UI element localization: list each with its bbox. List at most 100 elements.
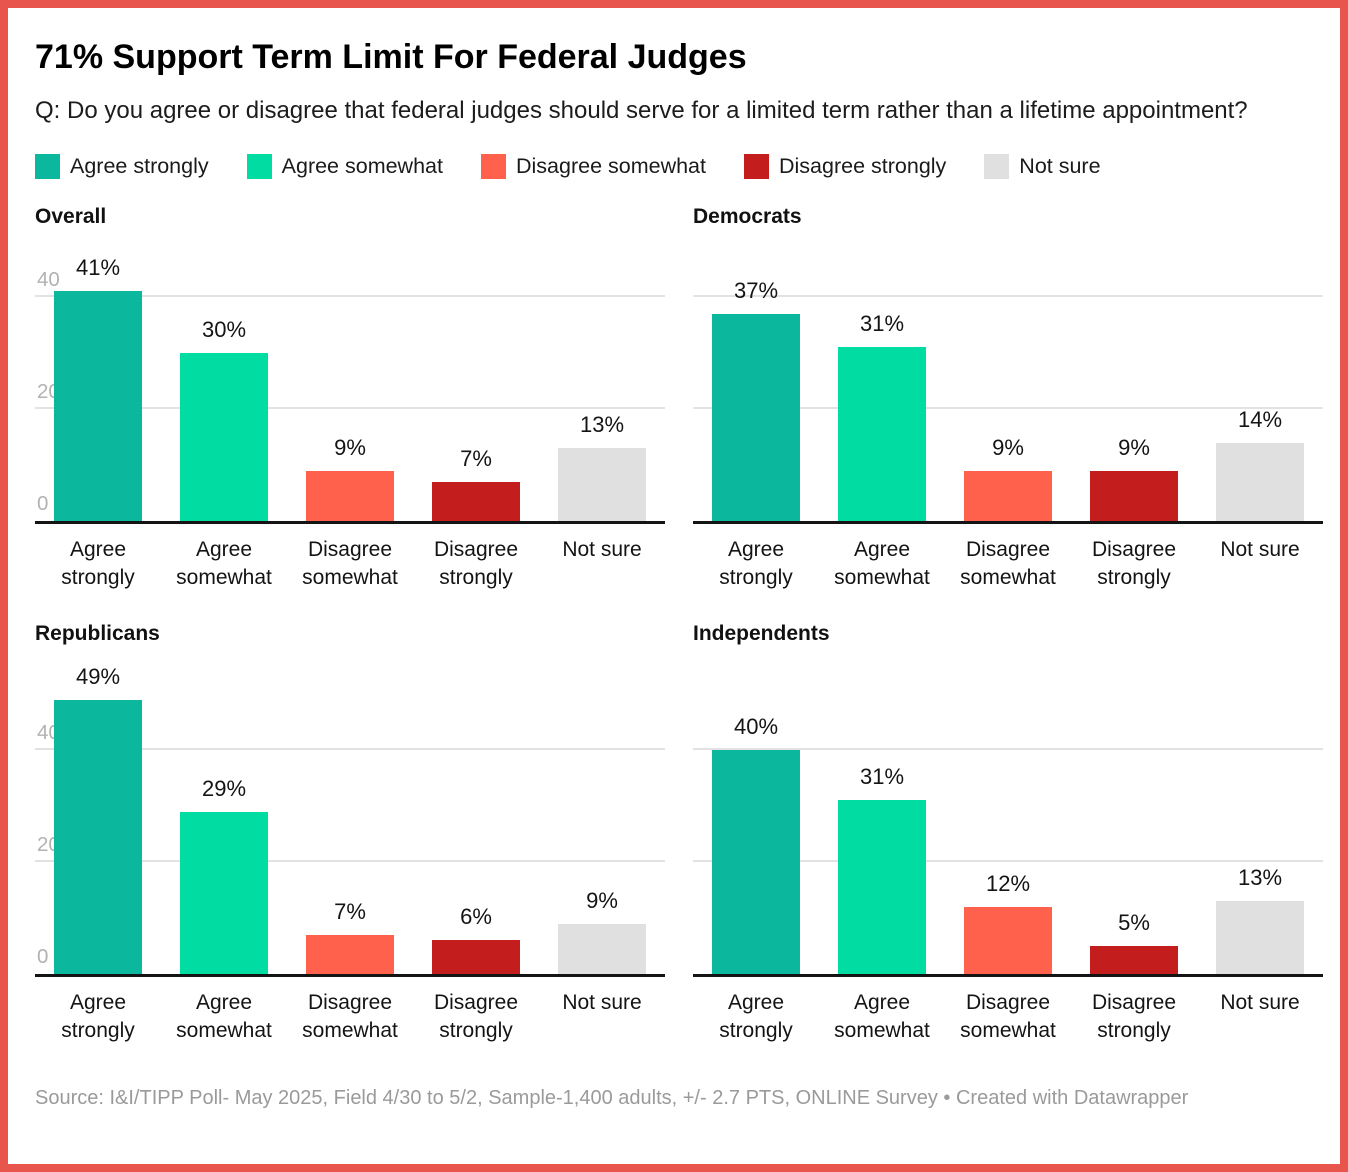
- category-label: Disagree strongly: [1091, 991, 1177, 1042]
- bar-value-label: 14%: [1237, 406, 1283, 432]
- bar: [54, 699, 142, 974]
- category-labels: Agree strongly Agree somewhat Disagree som…: [35, 977, 665, 1045]
- category-label: Not sure: [1220, 538, 1300, 561]
- legend-label: Disagree strongly: [779, 154, 947, 178]
- category-label: Disagree strongly: [433, 991, 519, 1042]
- category-label: Disagree somewhat: [302, 991, 398, 1042]
- bar: [838, 347, 926, 521]
- bar-cell: 7%: [413, 269, 539, 521]
- legend-label: Agree strongly: [70, 154, 209, 178]
- bar-value-label: 41%: [75, 255, 121, 281]
- panel-title: Independents: [693, 622, 830, 645]
- chart-question: Q: Do you agree or disagree that federal…: [35, 97, 1248, 124]
- footer: Source: I&I/TIPP Poll- May 2025, Field 4…: [35, 1087, 1323, 1110]
- bar: [838, 800, 926, 974]
- bar: [712, 750, 800, 974]
- bar-cell: 31%: [819, 269, 945, 521]
- bar-value-label: 31%: [859, 311, 905, 337]
- category-label: Not sure: [1220, 991, 1300, 1014]
- bar-cell: 9%: [287, 269, 413, 521]
- legend-label: Not sure: [1019, 154, 1101, 178]
- chart-panel: Overall 0 20 40 41% 30% 9% 7% 13% Agree strongly A…: [35, 205, 665, 592]
- bar: [1216, 442, 1304, 521]
- category-label: Agree somewhat: [834, 538, 930, 589]
- bar: [1216, 901, 1304, 974]
- bar-cell: 14%: [1197, 269, 1323, 521]
- bar-value-label: 49%: [75, 663, 121, 689]
- bar-value-label: 30%: [201, 317, 247, 342]
- bar: [558, 923, 646, 974]
- legend-swatch: [984, 154, 1010, 179]
- bar-value-label: 5%: [1118, 910, 1150, 935]
- category-label: Not sure: [562, 538, 642, 561]
- bar-cell: 5%: [1071, 694, 1197, 974]
- charts-grid: Overall 0 20 40 41% 30% 9% 7% 13% Agree strongly A…: [35, 205, 1323, 1045]
- bars: 40% 31% 12% 5% 13%: [693, 694, 1323, 974]
- category-label: Disagree somewhat: [302, 538, 398, 589]
- bar-value-label: 29%: [201, 775, 247, 801]
- bar-cell: 13%: [1197, 694, 1323, 974]
- category-label: Agree somewhat: [834, 991, 930, 1042]
- y-tick-label: 0: [37, 945, 49, 968]
- legend-item: Disagree strongly: [744, 154, 946, 179]
- category-label: Agree strongly: [719, 538, 793, 589]
- category-label: Agree strongly: [61, 991, 135, 1042]
- gridline: [35, 748, 665, 750]
- bar-cell: 7%: [287, 694, 413, 974]
- legend-swatch: [480, 154, 506, 179]
- bar: [54, 291, 142, 521]
- bar-cell: 9%: [1071, 269, 1197, 521]
- bar-value-label: 13%: [579, 412, 625, 438]
- gridline: [693, 295, 1323, 297]
- panel-title: Democrats: [693, 205, 802, 228]
- legend-label: Disagree somewhat: [515, 154, 706, 178]
- panel-title: Republicans: [35, 622, 160, 645]
- category-label: Disagree strongly: [433, 538, 519, 589]
- chart-panel: Democrats 37% 31% 9% 9% 14% Agree strongly Agre…: [693, 205, 1323, 592]
- gridline: [693, 860, 1323, 862]
- bar-value-label: 12%: [985, 870, 1031, 896]
- legend-swatch: [35, 154, 60, 179]
- source-text: Source: I&I/TIPP Poll- May 2025, Field 4…: [35, 1087, 938, 1109]
- legend-item: Disagree somewhat: [480, 154, 706, 179]
- bar: [180, 811, 268, 974]
- category-label: Agree somewhat: [176, 991, 272, 1042]
- page-title: 71% Support Term Limit For Federal Judge…: [35, 38, 747, 76]
- bar-cell: 41%: [35, 255, 161, 521]
- plot-area: 0 20 40 41% 30% 9% 7% 13%: [35, 255, 665, 524]
- bar-value-label: 9%: [992, 434, 1024, 460]
- bar-cell: 29%: [161, 694, 287, 974]
- category-label: Disagree strongly: [1091, 538, 1177, 589]
- bar-cell: 31%: [819, 694, 945, 974]
- bar-cell: 6%: [413, 694, 539, 974]
- bar: [964, 906, 1052, 974]
- bar-value-label: 9%: [586, 887, 618, 913]
- plot-area: 0 20 40 49% 29% 7% 6% 9%: [35, 664, 665, 977]
- category-label: Disagree somewhat: [960, 991, 1056, 1042]
- bar-value-label: 7%: [334, 898, 366, 924]
- category-label: Not sure: [562, 991, 642, 1014]
- y-tick-label: 0: [37, 492, 49, 515]
- bar: [432, 481, 520, 521]
- gridline: [693, 407, 1323, 409]
- category-labels: Agree strongly Agree somewhat Disagree som…: [35, 524, 665, 592]
- legend: Agree strongly Agree somewhat Disagree som…: [35, 154, 1323, 179]
- bars: 49% 29% 7% 6% 9%: [35, 664, 665, 974]
- chart-panel: Republicans 0 20 40 49% 29% 7% 6% 9% Agree strong…: [35, 622, 665, 1045]
- bar-cell: 13%: [539, 269, 665, 521]
- category-label: Agree strongly: [719, 991, 793, 1042]
- category-labels: Agree strongly Agree somewhat Disagree som…: [693, 977, 1323, 1045]
- datawrapper-credit[interactable]: Created with Datawrapper: [955, 1087, 1189, 1109]
- bar-cell: 49%: [35, 664, 161, 974]
- legend-swatch: [246, 154, 272, 179]
- chart-panel: Independents 40% 31% 12% 5% 13% Agree strongly…: [693, 622, 1323, 1045]
- bar: [180, 353, 268, 521]
- bar: [1090, 946, 1178, 974]
- y-tick-label: 40: [37, 268, 60, 291]
- plot-area: 40% 31% 12% 5% 13%: [693, 694, 1323, 977]
- category-label: Agree strongly: [61, 538, 135, 589]
- bar: [306, 934, 394, 974]
- bar-cell: 9%: [945, 269, 1071, 521]
- bar-value-label: 9%: [334, 434, 366, 460]
